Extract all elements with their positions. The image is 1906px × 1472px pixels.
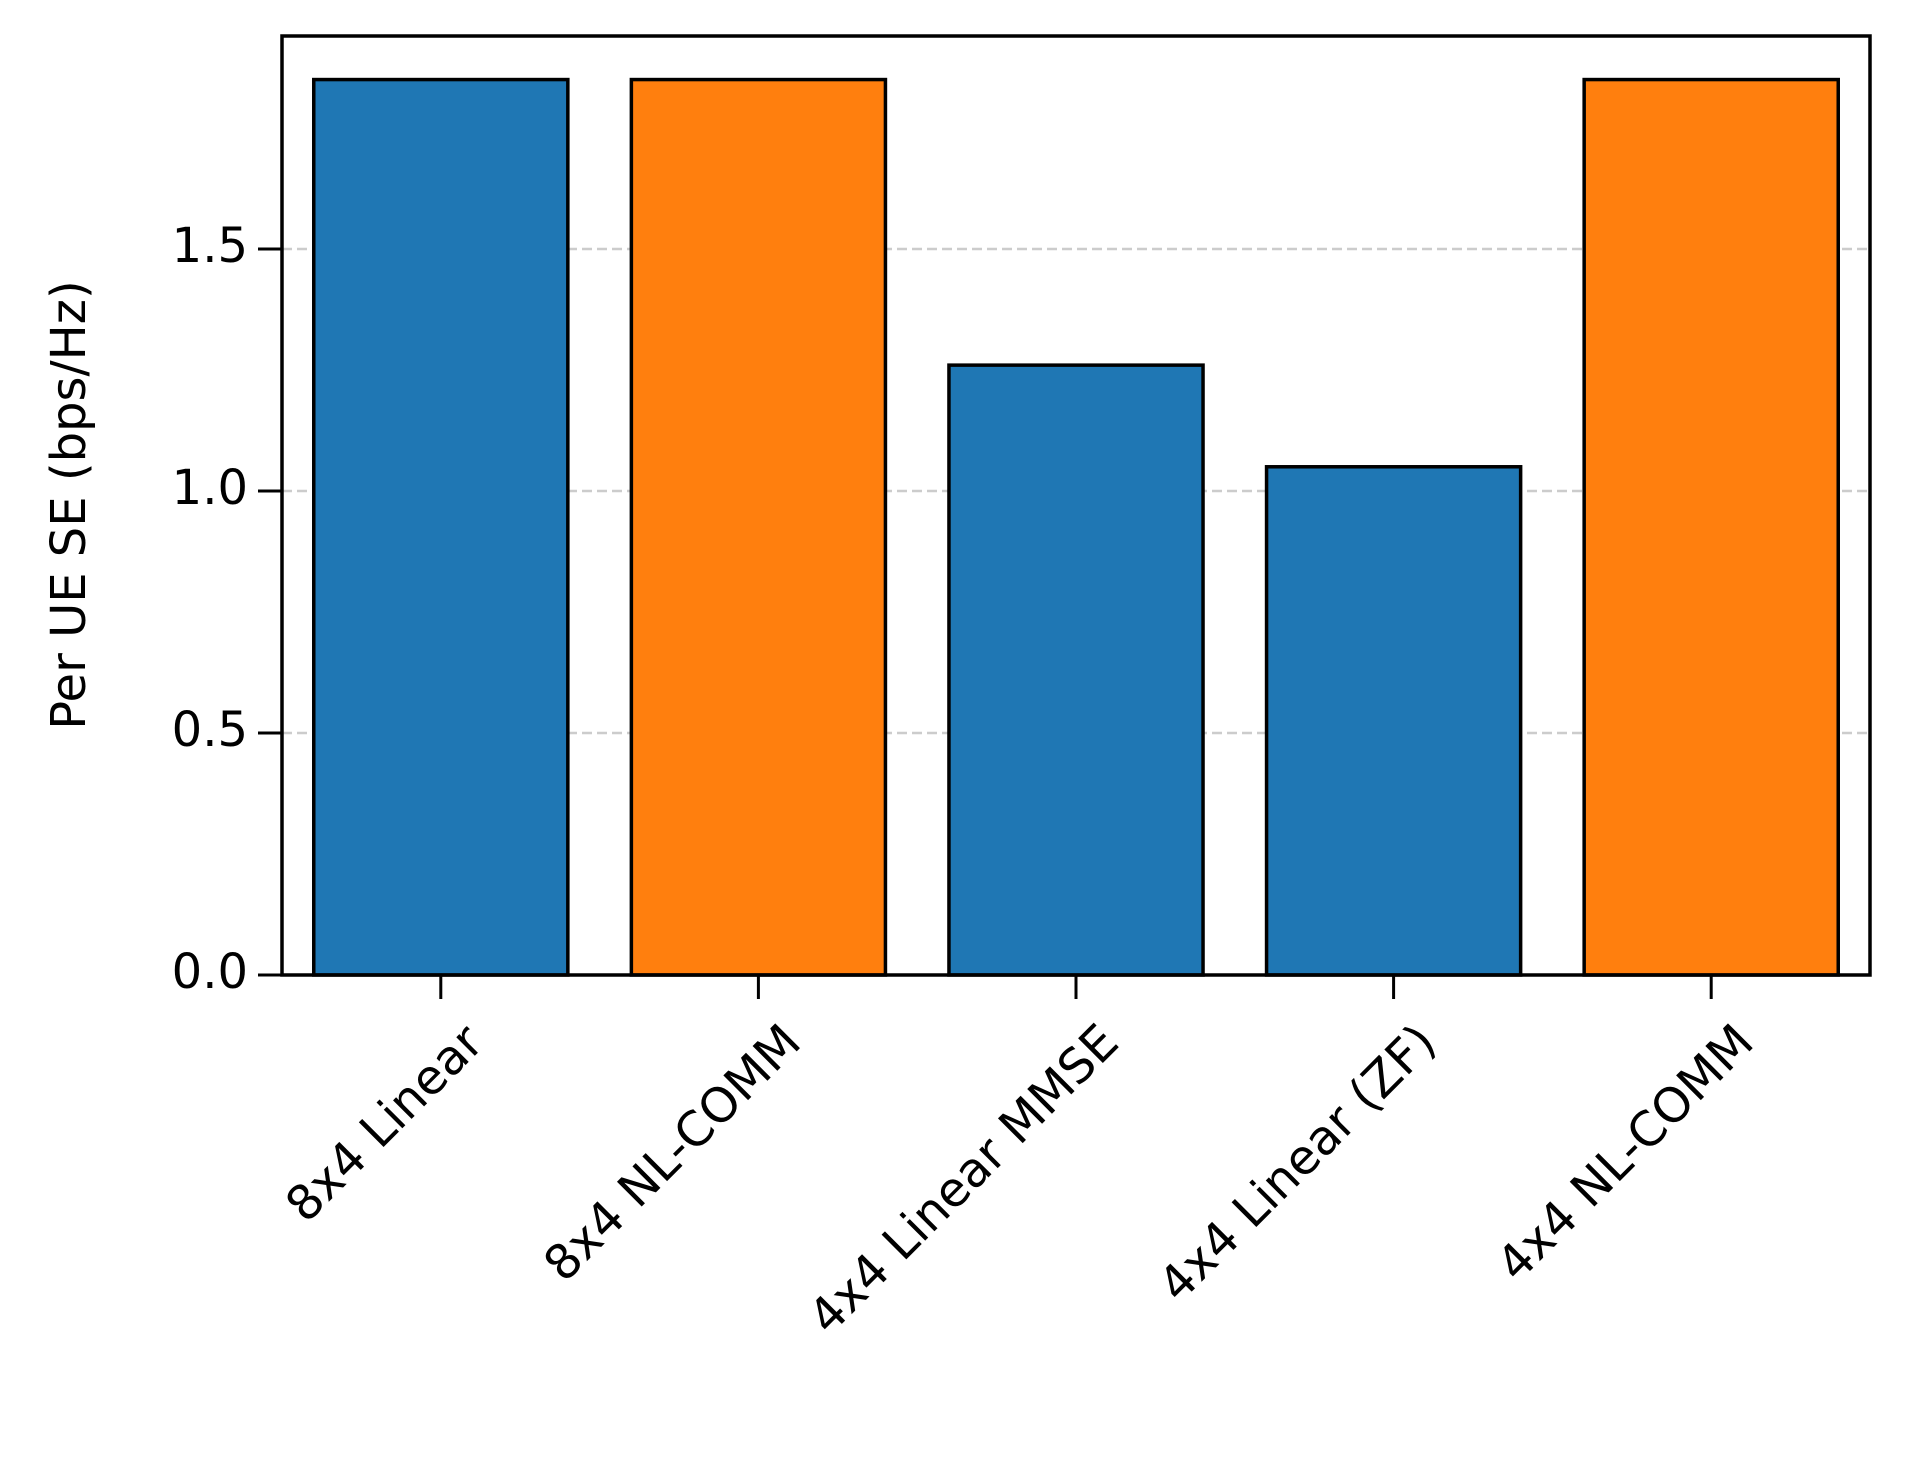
bar — [1582, 77, 1840, 977]
y-tick-label: 0.0 — [172, 944, 248, 1000]
y-axis-label: Per UE SE (bps/Hz) — [41, 280, 97, 729]
y-tick-label: 0.5 — [172, 702, 248, 758]
plot-frame — [280, 34, 1872, 977]
bar — [312, 77, 570, 977]
y-tick-label: 1.0 — [172, 460, 248, 516]
x-tick-label: 4x4 Linear MMSE — [798, 1014, 1130, 1346]
bar — [1264, 465, 1523, 977]
y-tick-label: 1.5 — [172, 218, 248, 274]
x-tick-label: 4x4 NL-COMM — [1486, 1014, 1765, 1293]
x-tick-label: 8x4 NL-COMM — [533, 1014, 812, 1293]
bar — [947, 363, 1205, 977]
x-tick-label: 8x4 Linear — [275, 1014, 494, 1233]
bar — [629, 77, 888, 977]
x-tick-label: 4x4 Linear (ZF) — [1148, 1014, 1447, 1313]
